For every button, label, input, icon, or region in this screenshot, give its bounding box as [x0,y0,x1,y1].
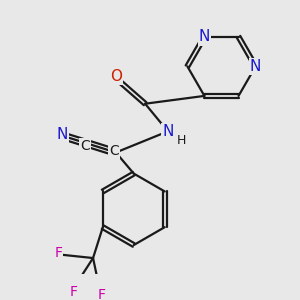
Text: F: F [70,284,78,298]
Text: N: N [57,127,68,142]
Text: N: N [250,59,261,74]
Text: F: F [97,288,105,300]
Text: F: F [54,246,62,260]
Text: C: C [80,139,90,153]
Text: N: N [162,124,174,139]
Text: H: H [177,134,186,147]
Text: O: O [110,69,122,84]
Text: N: N [199,29,210,44]
Text: C: C [110,144,119,158]
